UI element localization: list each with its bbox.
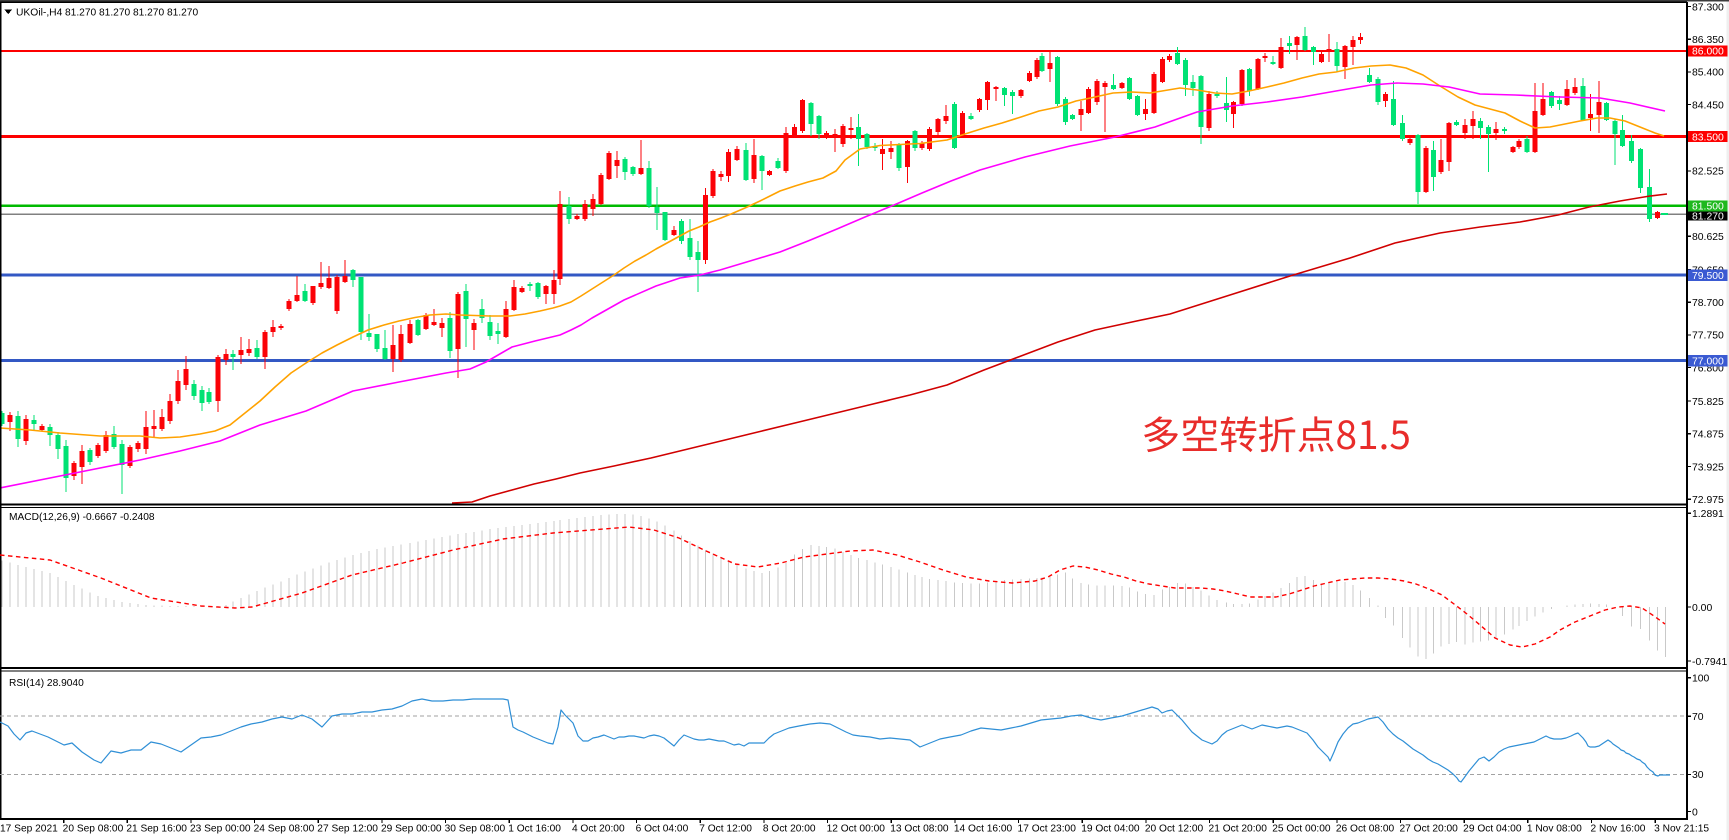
svg-text:27 Sep 12:00: 27 Sep 12:00 [317, 824, 378, 835]
svg-text:30: 30 [1692, 770, 1704, 781]
svg-text:73.925: 73.925 [1692, 462, 1724, 473]
svg-text:77.000: 77.000 [1692, 357, 1724, 368]
svg-text:17 Sep 2021: 17 Sep 2021 [0, 824, 58, 835]
svg-text:6 Oct 04:00: 6 Oct 04:00 [636, 824, 689, 835]
svg-text:0: 0 [1692, 807, 1698, 818]
svg-text:20 Oct 12:00: 20 Oct 12:00 [1145, 824, 1204, 835]
svg-text:8 Oct 20:00: 8 Oct 20:00 [763, 824, 816, 835]
svg-text:23 Sep 00:00: 23 Sep 00:00 [190, 824, 251, 835]
svg-text:RSI(14) 28.9040: RSI(14) 28.9040 [9, 678, 84, 689]
svg-text:29 Sep 00:00: 29 Sep 00:00 [381, 824, 442, 835]
svg-text:80.625: 80.625 [1692, 232, 1724, 243]
svg-text:3 Nov 21:15: 3 Nov 21:15 [1654, 824, 1709, 835]
svg-text:81.270: 81.270 [1692, 211, 1724, 222]
svg-text:72.975: 72.975 [1692, 495, 1724, 506]
svg-text:4 Oct 20:00: 4 Oct 20:00 [572, 824, 625, 835]
svg-text:17 Oct 23:00: 17 Oct 23:00 [1018, 824, 1077, 835]
svg-text:82.525: 82.525 [1692, 167, 1724, 178]
svg-text:27 Oct 20:00: 27 Oct 20:00 [1400, 824, 1459, 835]
svg-text:29 Oct 04:00: 29 Oct 04:00 [1463, 824, 1522, 835]
svg-text:12 Oct 00:00: 12 Oct 00:00 [827, 824, 886, 835]
svg-text:30 Sep 08:00: 30 Sep 08:00 [445, 824, 506, 835]
svg-text:83.500: 83.500 [1692, 132, 1724, 143]
svg-text:1 Nov 08:00: 1 Nov 08:00 [1527, 824, 1582, 835]
svg-text:77.750: 77.750 [1692, 331, 1724, 342]
svg-text:78.700: 78.700 [1692, 298, 1724, 309]
svg-text:19 Oct 04:00: 19 Oct 04:00 [1081, 824, 1140, 835]
svg-text:86.350: 86.350 [1692, 35, 1724, 46]
svg-text:74.875: 74.875 [1692, 430, 1724, 441]
svg-text:76.800: 76.800 [1692, 363, 1724, 374]
svg-text:70: 70 [1692, 712, 1704, 723]
svg-text:86.000: 86.000 [1692, 47, 1724, 58]
svg-text:2 Nov 16:00: 2 Nov 16:00 [1591, 824, 1646, 835]
svg-text:0.00: 0.00 [1692, 603, 1712, 614]
svg-text:87.300: 87.300 [1692, 2, 1724, 13]
svg-text:75.825: 75.825 [1692, 397, 1724, 408]
svg-text:25 Oct 00:00: 25 Oct 00:00 [1272, 824, 1331, 835]
svg-text:85.400: 85.400 [1692, 68, 1724, 79]
svg-text:MACD(12,26,9) -0.6667 -0.2408: MACD(12,26,9) -0.6667 -0.2408 [9, 512, 155, 523]
svg-text:21 Oct 20:00: 21 Oct 20:00 [1209, 824, 1268, 835]
svg-text:26 Oct 08:00: 26 Oct 08:00 [1336, 824, 1395, 835]
svg-text:-0.7941: -0.7941 [1692, 657, 1727, 668]
svg-text:7 Oct 12:00: 7 Oct 12:00 [699, 824, 752, 835]
svg-text:84.450: 84.450 [1692, 100, 1724, 111]
svg-text:14 Oct 16:00: 14 Oct 16:00 [954, 824, 1013, 835]
svg-text:79.500: 79.500 [1692, 271, 1724, 282]
svg-text:UKOil-,H4: UKOil-,H4 [16, 7, 63, 18]
svg-text:1.2891: 1.2891 [1692, 509, 1724, 520]
svg-text:24 Sep 08:00: 24 Sep 08:00 [254, 824, 315, 835]
svg-text:20 Sep 08:00: 20 Sep 08:00 [63, 824, 124, 835]
svg-text:100: 100 [1692, 674, 1710, 685]
svg-text:81.270 81.270 81.270 81.270: 81.270 81.270 81.270 81.270 [65, 7, 198, 18]
svg-text:81.500: 81.500 [1692, 202, 1724, 213]
svg-text:13 Oct 08:00: 13 Oct 08:00 [890, 824, 949, 835]
svg-text:1 Oct 16:00: 1 Oct 16:00 [508, 824, 561, 835]
svg-text:21 Sep 16:00: 21 Sep 16:00 [126, 824, 187, 835]
